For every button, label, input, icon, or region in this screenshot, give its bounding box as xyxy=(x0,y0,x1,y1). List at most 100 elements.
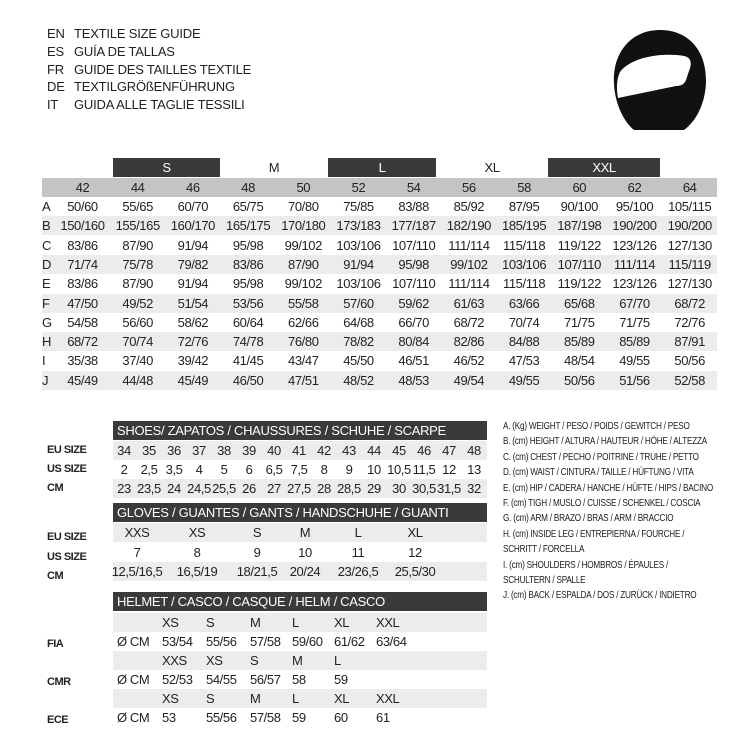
column-header: 48 xyxy=(241,180,255,195)
table-cell: 18/21,5 xyxy=(236,564,278,579)
table-cell: 72/76 xyxy=(177,334,209,350)
table-cell: 111/114 xyxy=(613,256,656,272)
table-cell: 11 xyxy=(351,544,365,560)
table-cell: 107/110 xyxy=(392,237,436,253)
table-cell: 68/72 xyxy=(67,334,98,350)
column-header: 62 xyxy=(627,180,642,195)
table-cell: 30,5 xyxy=(412,481,436,496)
table-cell: 35/38 xyxy=(67,353,98,369)
table-cell: 83/88 xyxy=(398,199,429,214)
title-text: TEXTILGRÖßENFÜHRUNG xyxy=(74,79,235,95)
table-cell: 70/74 xyxy=(508,314,540,330)
table-cell: 51/56 xyxy=(619,372,650,388)
table-cell: 74/78 xyxy=(232,334,264,350)
table-cell: 49/52 xyxy=(122,295,153,311)
helmet-size: M xyxy=(250,691,261,706)
table-cell: 45 xyxy=(392,443,406,458)
table-cell: 7 xyxy=(133,544,141,560)
row-stripe xyxy=(113,562,487,581)
column-header: 52 xyxy=(351,180,366,195)
table-cell: 48 xyxy=(467,443,481,458)
row-label: EU SIZE xyxy=(47,444,87,456)
table-cell: 84/88 xyxy=(508,334,540,350)
table-cell: 41 xyxy=(292,443,306,458)
helmet-value: 57/58 xyxy=(250,634,281,649)
table-cell: 45/49 xyxy=(67,372,98,388)
table-cell: 65/68 xyxy=(564,295,595,311)
size-group-M: M xyxy=(268,160,280,175)
table-cell: 23/26,5 xyxy=(337,564,379,579)
table-cell: 68/72 xyxy=(674,295,705,311)
table-cell: 11,5 xyxy=(412,462,436,477)
table-cell: 7,5 xyxy=(290,462,308,477)
legend-line: I. (cm) SHOULDERS / HOMBROS / ÉPAULES / xyxy=(503,558,669,571)
row-stripe xyxy=(113,651,487,670)
table-cell: 49/55 xyxy=(508,372,540,388)
table-cell: 83/86 xyxy=(232,256,264,272)
table-cell: 59/62 xyxy=(398,295,429,311)
table-cell: 43/47 xyxy=(288,353,319,369)
table-cell: 99/102 xyxy=(284,237,323,253)
table-cell: 24,5 xyxy=(187,481,211,496)
legend-line: F. (cm) TIGH / MUSLO / CUISSE / SCHENKEL… xyxy=(503,497,701,509)
helmet-value: 55/56 xyxy=(206,710,237,725)
table-cell: 29 xyxy=(367,481,381,496)
unit-label: Ø CM xyxy=(117,634,150,649)
table-cell: 87/90 xyxy=(122,237,153,253)
table-cell: 95/100 xyxy=(615,199,654,214)
row-stripe xyxy=(113,689,487,708)
table-cell: 177/187 xyxy=(391,218,437,234)
helmet-size: XS xyxy=(206,653,223,668)
table-cell: 83/86 xyxy=(67,276,98,292)
table-cell: 40 xyxy=(267,443,281,458)
table-cell: 75/85 xyxy=(343,199,374,214)
helmet-size: S xyxy=(250,653,259,668)
table-cell: 99/102 xyxy=(284,276,323,292)
table-cell: 60/70 xyxy=(177,199,209,214)
column-header: 42 xyxy=(75,180,90,195)
table-cell: 49/55 xyxy=(619,353,650,369)
legend-line: SCHRITT / FORCELLA xyxy=(503,543,585,556)
table-cell: 13 xyxy=(467,462,481,477)
helmet-value: 58 xyxy=(292,672,306,687)
table-cell: 65/75 xyxy=(232,199,264,214)
table-cell: 12 xyxy=(408,544,422,560)
table-cell: 70/74 xyxy=(122,334,153,350)
helmet-size: XXL xyxy=(376,615,400,630)
table-cell: 38 xyxy=(217,443,231,458)
helmet-value: 61 xyxy=(376,710,390,725)
table-cell: 20/24 xyxy=(289,564,321,579)
column-header: 64 xyxy=(682,180,697,195)
table-cell: 111/114 xyxy=(448,237,490,253)
table-cell: 71/75 xyxy=(564,314,595,330)
table-cell: 76/80 xyxy=(288,334,319,350)
table-cell: 91/94 xyxy=(177,237,209,253)
table-cell: 190/200 xyxy=(612,218,657,234)
table-cell: 48/52 xyxy=(343,372,374,388)
table-cell: 123/126 xyxy=(612,276,657,292)
table-cell: 62/66 xyxy=(288,314,319,330)
row-key: B xyxy=(42,218,51,234)
table-cell: 119/122 xyxy=(557,276,602,292)
table-cell: 44 xyxy=(367,443,381,458)
helmet-value: 57/58 xyxy=(250,710,281,725)
table-cell: 63/66 xyxy=(508,295,540,311)
table-cell: 75/78 xyxy=(122,256,153,272)
table-cell: 45/49 xyxy=(177,372,209,388)
table-cell: 119/122 xyxy=(557,237,602,253)
table-cell: 6 xyxy=(245,462,253,477)
table-cell: 31,5 xyxy=(437,481,461,496)
column-header: 46 xyxy=(186,180,200,195)
table-cell: 165/175 xyxy=(225,218,271,234)
table-cell: 27 xyxy=(267,481,281,496)
table-cell: 99/102 xyxy=(450,256,488,272)
helmet-size: M xyxy=(292,653,303,668)
table-cell: 44/48 xyxy=(122,372,153,388)
table-cell: 170/180 xyxy=(281,218,326,234)
table-cell: 36 xyxy=(167,443,181,458)
title-line: DE TEXTILGRÖßENFÜHRUNG xyxy=(47,79,235,94)
legend-line: J. (cm) BACK / ESPALDA / DOS / ZURÜCK / … xyxy=(503,589,697,602)
table-cell: 24 xyxy=(167,481,181,496)
table-cell: 91/94 xyxy=(177,276,209,292)
row-stripe xyxy=(113,479,487,498)
